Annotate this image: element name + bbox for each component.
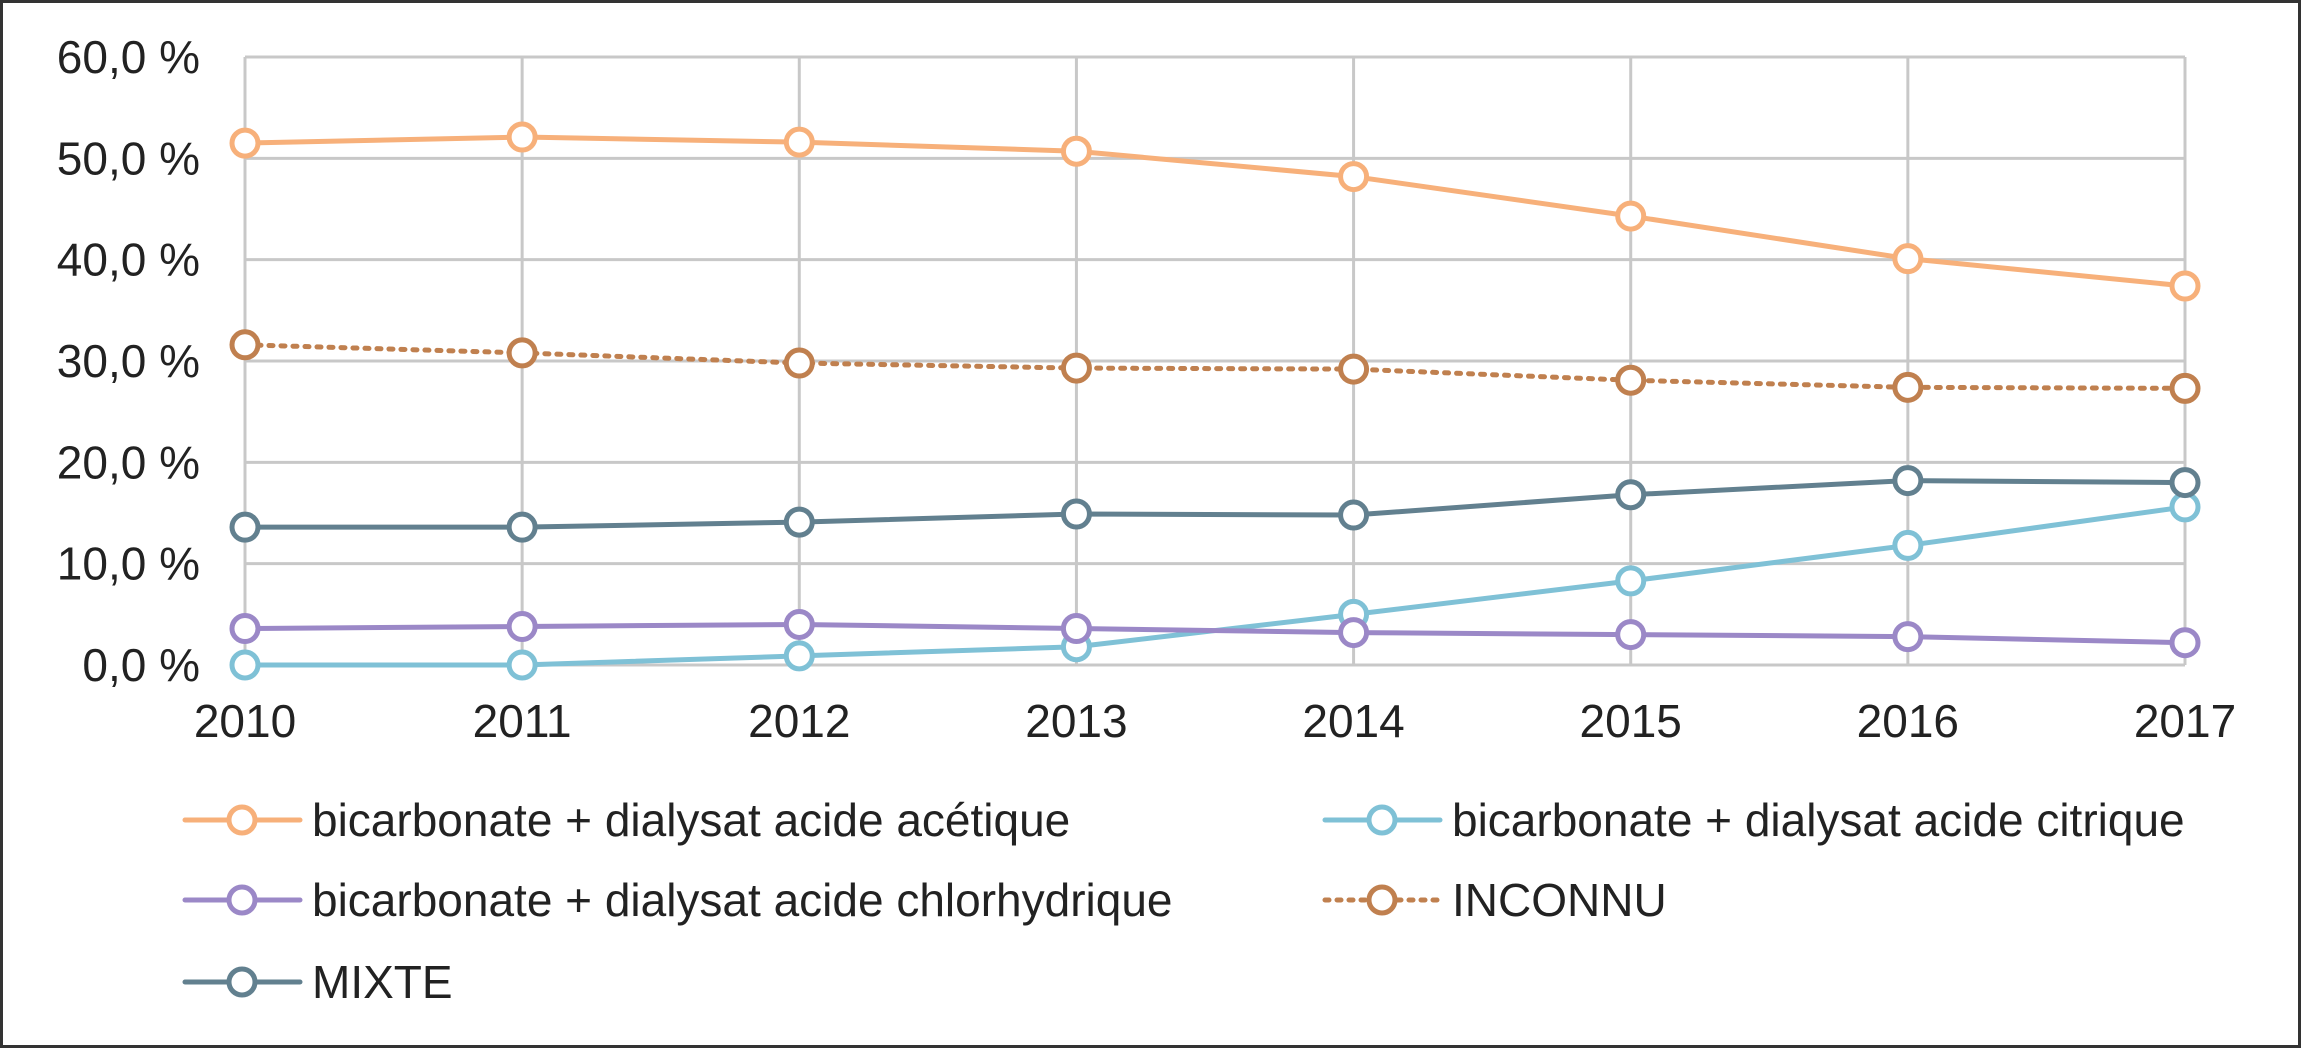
legend-label: bicarbonate + dialysat acide citrique — [1452, 794, 2185, 846]
data-point-2 — [1338, 617, 1370, 649]
x-tick-label: 2016 — [1857, 695, 1959, 747]
data-point-3 — [2169, 372, 2201, 404]
data-point-0 — [506, 121, 538, 153]
x-tick-label: 2010 — [194, 695, 296, 747]
data-point-3 — [1338, 353, 1370, 385]
x-tick-label: 2012 — [748, 695, 850, 747]
y-tick-label: 40,0 % — [57, 234, 200, 286]
x-tick-label: 2013 — [1025, 695, 1127, 747]
legend-swatch-marker — [226, 804, 258, 836]
data-point-0 — [1892, 243, 1924, 275]
data-point-0 — [229, 127, 261, 159]
data-point-0 — [1615, 200, 1647, 232]
data-point-0 — [783, 126, 815, 158]
data-point-4 — [2169, 467, 2201, 499]
y-tick-label: 20,0 % — [57, 436, 200, 488]
data-point-4 — [1615, 479, 1647, 511]
y-tick-label: 10,0 % — [57, 538, 200, 590]
x-tick-label: 2011 — [473, 695, 572, 747]
y-tick-label: 50,0 % — [57, 132, 200, 184]
series-line-4 — [242, 478, 2188, 530]
series-line-0 — [242, 134, 2188, 289]
data-point-4 — [1060, 498, 1092, 530]
data-point-4 — [1338, 499, 1370, 531]
y-tick-label: 30,0 % — [57, 335, 200, 387]
data-point-3 — [1892, 371, 1924, 403]
data-point-1 — [1615, 565, 1647, 597]
data-point-3 — [1060, 352, 1092, 384]
data-point-3 — [229, 329, 261, 361]
x-tick-label: 2017 — [2134, 695, 2236, 747]
data-point-2 — [1060, 613, 1092, 645]
data-point-4 — [783, 506, 815, 538]
data-point-2 — [783, 608, 815, 640]
data-point-4 — [229, 511, 261, 543]
data-point-1 — [506, 649, 538, 681]
legend-label: INCONNU — [1452, 874, 1667, 926]
data-point-2 — [229, 613, 261, 645]
data-point-1 — [229, 649, 261, 681]
y-tick-label: 0,0 % — [82, 639, 200, 691]
data-point-3 — [506, 337, 538, 369]
legend-label: MIXTE — [312, 956, 453, 1008]
x-tick-label: 2015 — [1580, 695, 1682, 747]
data-point-3 — [1615, 364, 1647, 396]
data-point-0 — [1338, 161, 1370, 193]
data-point-2 — [1615, 619, 1647, 651]
data-point-4 — [506, 511, 538, 543]
legend-swatch-marker — [226, 884, 258, 916]
legend-label: bicarbonate + dialysat acide acétique — [312, 794, 1070, 846]
series-line-2 — [242, 621, 2188, 646]
data-point-3 — [783, 347, 815, 379]
data-point-4 — [1892, 465, 1924, 497]
y-tick-label: 60,0 % — [57, 31, 200, 83]
data-point-0 — [2169, 270, 2201, 302]
legend-swatch-marker — [1366, 884, 1398, 916]
data-point-0 — [1060, 135, 1092, 167]
legend-swatch-marker — [1366, 804, 1398, 836]
data-point-2 — [506, 610, 538, 642]
data-point-1 — [1892, 529, 1924, 561]
data-point-2 — [2169, 627, 2201, 659]
series-line-3 — [242, 342, 2188, 391]
x-tick-label: 2014 — [1302, 695, 1404, 747]
legend-label: bicarbonate + dialysat acide chlorhydriq… — [312, 874, 1172, 926]
data-point-1 — [783, 640, 815, 672]
data-point-2 — [1892, 621, 1924, 653]
legend-swatch-marker — [226, 966, 258, 998]
